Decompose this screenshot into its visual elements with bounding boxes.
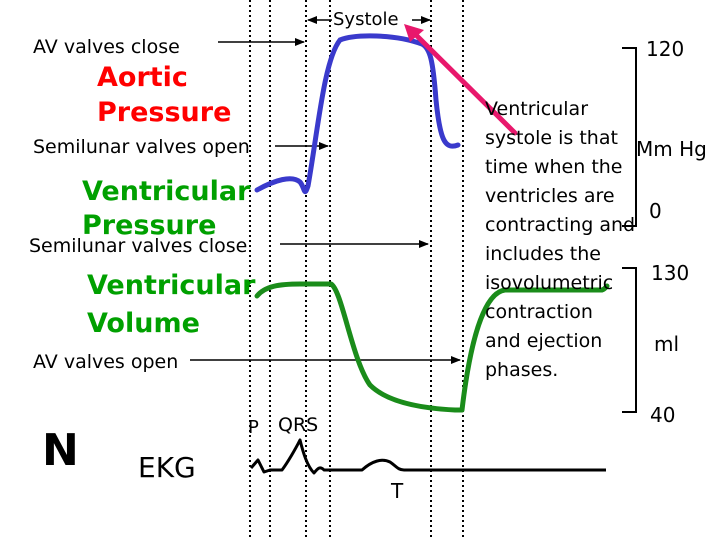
systole-line: ventricles are bbox=[485, 185, 615, 207]
volume-bracket bbox=[622, 267, 637, 413]
pressure-scale-top: 120 bbox=[646, 37, 685, 61]
ventricular-volume-curve bbox=[254, 281, 610, 413]
systole-line: contraction bbox=[485, 301, 593, 323]
semilunar-valves-open-label: Semilunar valves open bbox=[33, 136, 250, 158]
n-label: N bbox=[42, 425, 79, 476]
systole-line: and ejection bbox=[485, 330, 603, 352]
semilunar-valves-close-label: Semilunar valves close bbox=[29, 235, 248, 257]
ekg-trace bbox=[249, 438, 606, 475]
ventricular-volume-line-2: Volume bbox=[87, 308, 200, 339]
systole-line: phases. bbox=[485, 359, 559, 381]
volume-scale-unit: ml bbox=[654, 332, 680, 356]
ventricular-volume-line-1: Ventricular bbox=[87, 270, 256, 301]
pressure-scale-bottom: 0 bbox=[649, 199, 662, 223]
systole-description: Ventricular systole is that time when th… bbox=[485, 95, 635, 385]
aortic-pressure-line-1: Aortic bbox=[97, 62, 188, 93]
av-valves-close-label: AV valves close bbox=[33, 36, 180, 58]
pressure-scale-unit: Mm Hg bbox=[636, 137, 707, 161]
systole-label: Systole bbox=[333, 9, 399, 30]
ventricular-pressure-line-2: Pressure bbox=[82, 210, 217, 241]
t-wave-label: T bbox=[391, 479, 404, 503]
qrs-label: QRS bbox=[278, 414, 319, 436]
volume-scale-bottom: 40 bbox=[650, 403, 676, 427]
av-valves-open-label: AV valves open bbox=[33, 351, 179, 373]
ventricular-pressure-line-1: Ventricular bbox=[82, 176, 251, 207]
systole-pointer-arrow bbox=[404, 24, 518, 136]
systole-line: isovolumetric bbox=[485, 272, 614, 294]
ekg-label: EKG bbox=[138, 451, 196, 484]
systole-line: systole is that bbox=[485, 127, 618, 149]
p-wave-label: P bbox=[248, 417, 259, 438]
phase-divider-lines bbox=[249, 0, 464, 540]
valve-event-arrows bbox=[190, 38, 461, 364]
ventricular-volume-label: Ventricular Volume bbox=[87, 270, 255, 340]
scale-brackets bbox=[622, 47, 637, 413]
pressure-bracket bbox=[622, 47, 637, 227]
systole-line: includes the bbox=[485, 243, 601, 265]
systole-line: time when the bbox=[485, 156, 623, 178]
systole-line: Ventricular bbox=[485, 98, 589, 120]
ventricular-pressure-label: Ventricular Pressure bbox=[82, 176, 250, 242]
aortic-pressure-label: Aortic Pressure bbox=[97, 62, 231, 129]
aortic-pressure-line-2: Pressure bbox=[97, 97, 232, 128]
systole-line: contracting and bbox=[485, 214, 636, 236]
volume-scale-top: 130 bbox=[651, 261, 690, 285]
ventricular-pressure-curve bbox=[254, 33, 461, 195]
